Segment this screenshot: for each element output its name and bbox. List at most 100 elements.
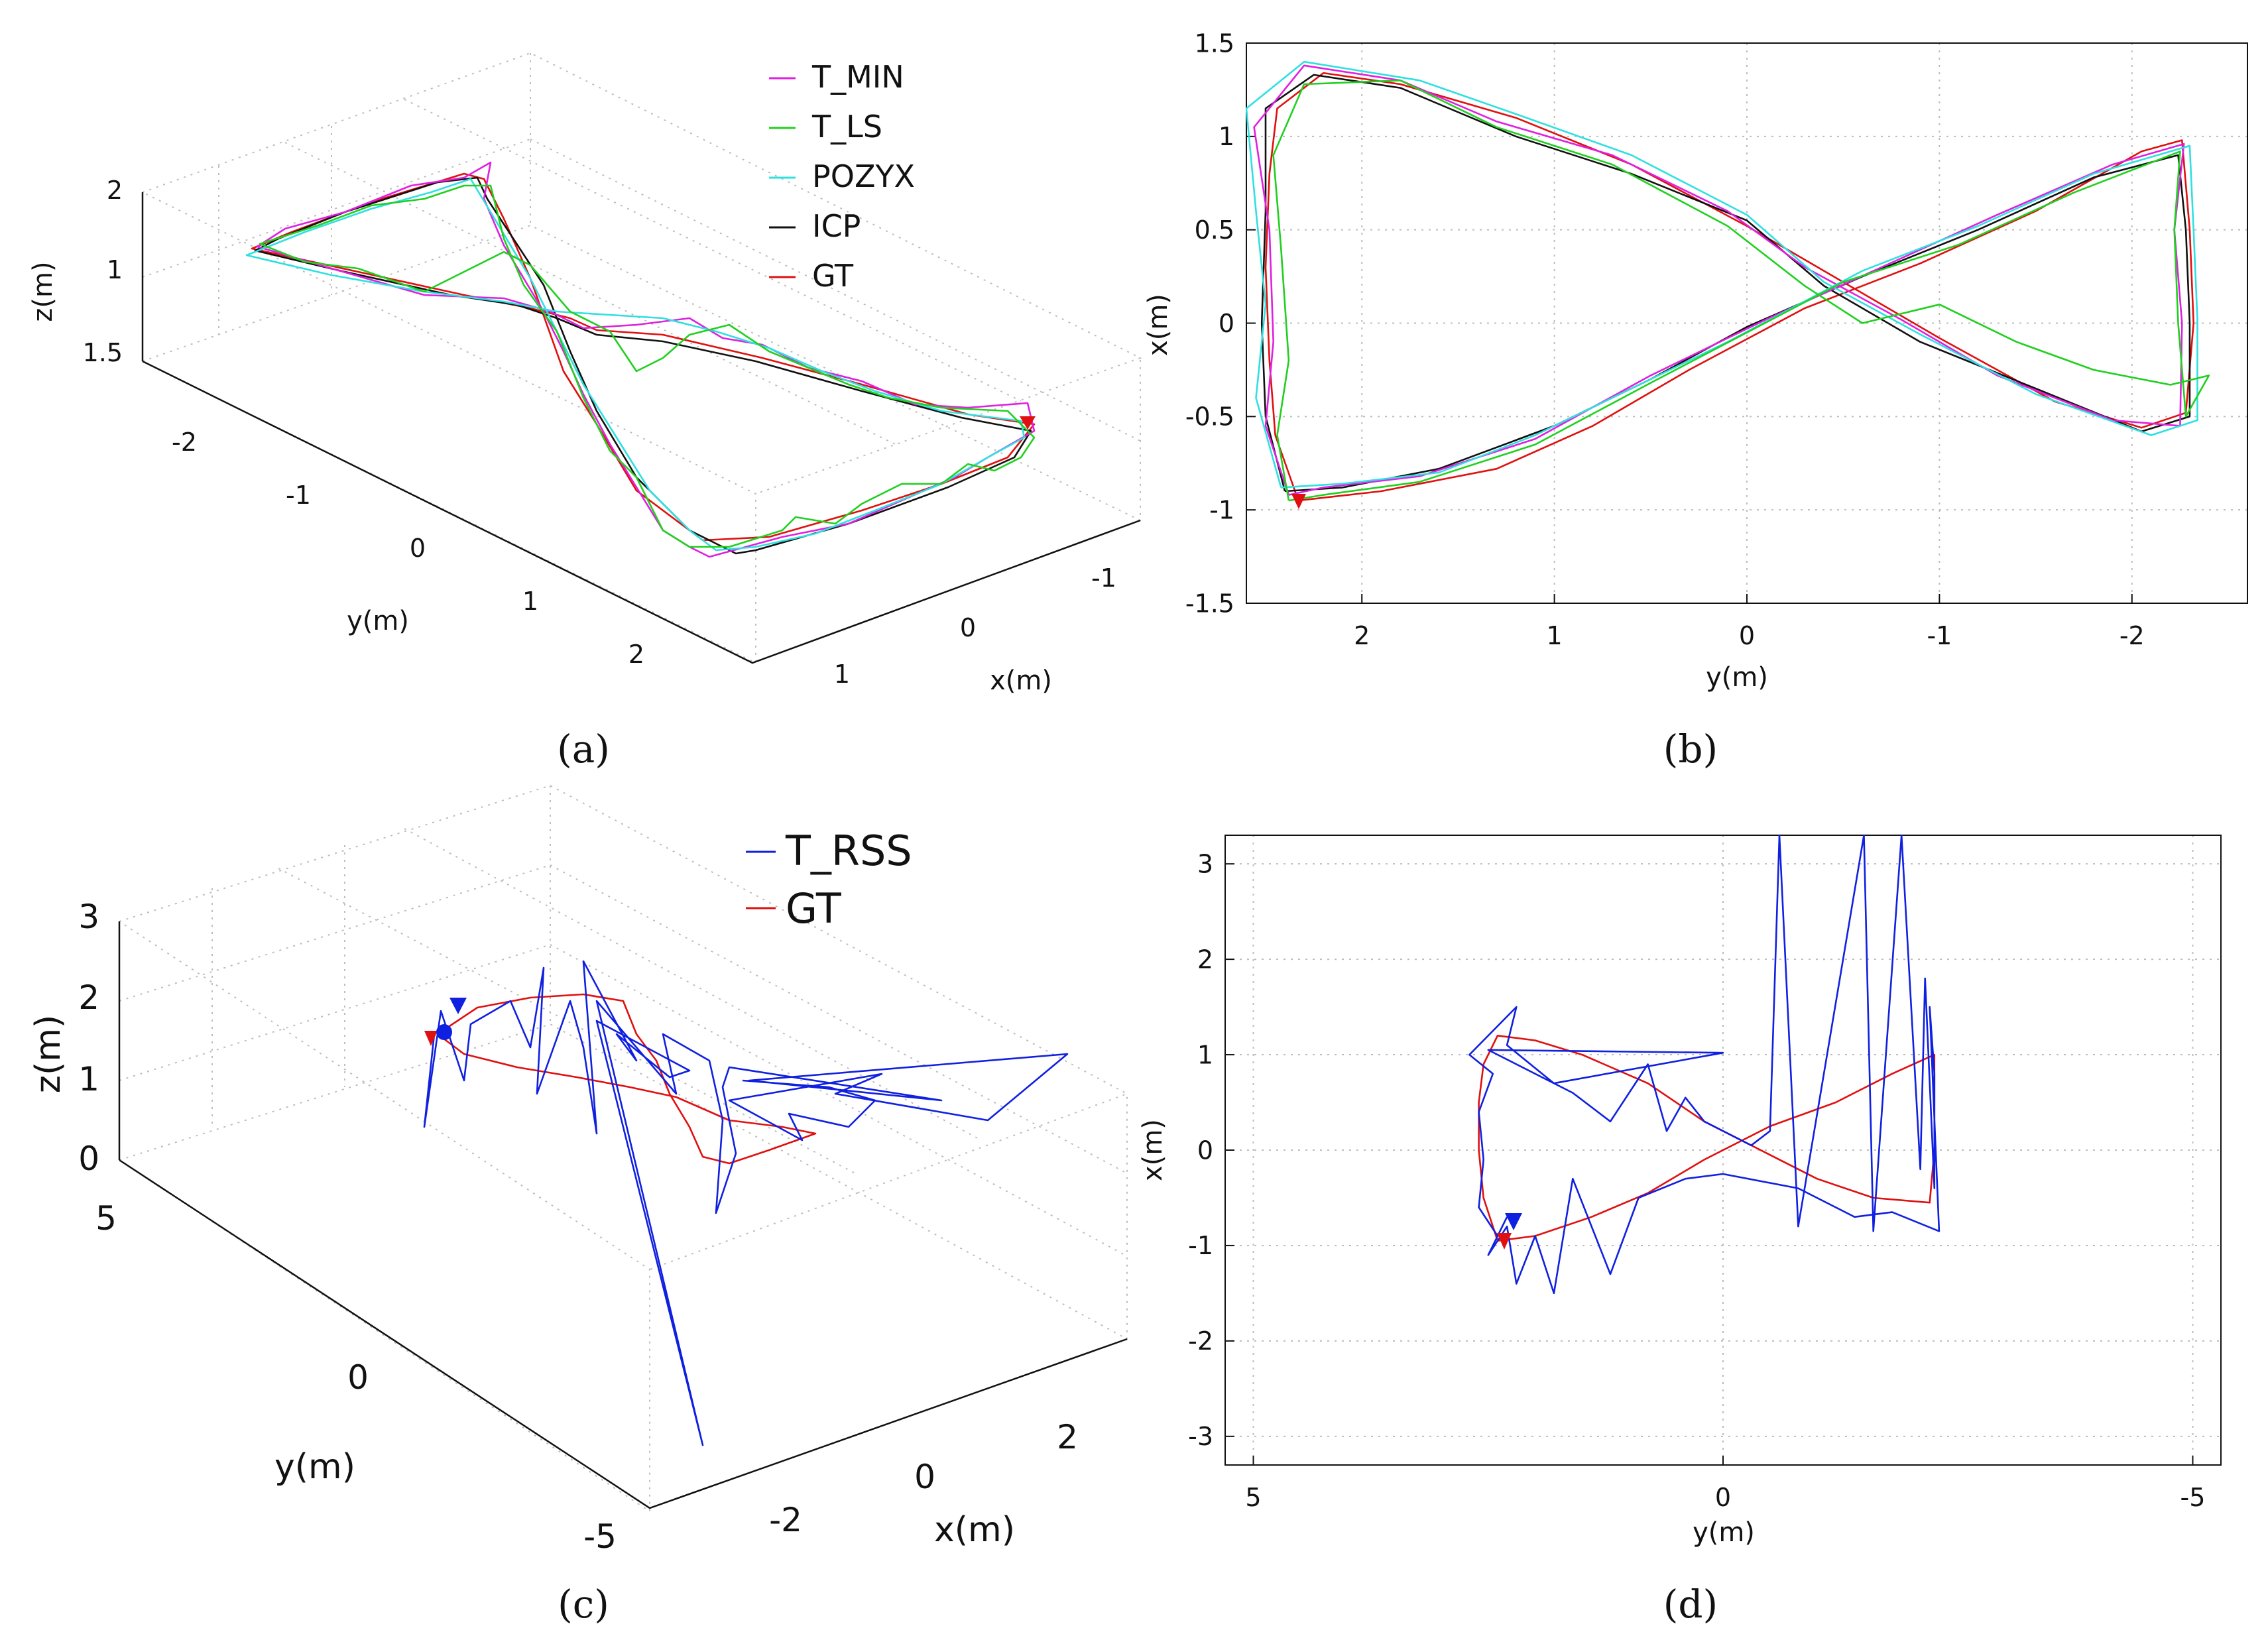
panel-a-x-tick: 0 xyxy=(960,613,976,642)
panel-c-legend: T_RSS GT xyxy=(746,827,912,933)
panel-a-base-axes xyxy=(142,360,1141,664)
panel-c-z-tick: 3 xyxy=(78,898,99,936)
panel-d-y-tick: -2 xyxy=(1188,1326,1213,1356)
panel-d-ticks: 5 0 -5 3 2 1 0 -1 -2 -3 xyxy=(1188,849,2205,1512)
legend-label-icp: ICP xyxy=(812,208,861,244)
panel-c-y-tick: -5 xyxy=(583,1517,617,1556)
panel-a-x-tick: -1 xyxy=(1091,563,1116,593)
panel-b-y-tick: -1 xyxy=(1209,495,1234,524)
legend-label-tls: T_LS xyxy=(811,109,882,145)
panel-a-y-tick: -1 xyxy=(286,481,311,510)
panel-a-z-tick: 1.5 xyxy=(83,338,123,367)
panel-d-start-marker-rss xyxy=(1505,1213,1522,1230)
legend-label-trss: T_RSS xyxy=(785,827,912,875)
legend-label-gt: GT xyxy=(812,258,854,294)
panel-d-y-tick: -1 xyxy=(1188,1231,1213,1260)
panel-d-y-tick: 0 xyxy=(1197,1136,1213,1165)
panel-b-y-tick: 1 xyxy=(1219,122,1234,151)
panel-c-z-label: z(m) xyxy=(29,1015,68,1094)
panel-d-x-tick: -5 xyxy=(2180,1483,2206,1512)
panel-c-x-label: x(m) xyxy=(934,1510,1015,1550)
legend-label-pozyx: POZYX xyxy=(812,158,915,194)
panel-b-label: (b) xyxy=(1663,727,1718,772)
panel-c-z-tick: 1 xyxy=(78,1060,99,1098)
panel-b-grid xyxy=(1246,42,2247,604)
panel-a-3d-plot: 2 1 1.5 z(m) -2 -1 0 1 2 y(m) 1 0 -1 x(m… xyxy=(28,52,1142,772)
panel-b-top-view-plot: 2 1 0 -1 -2 1.5 1 0.5 0 -0.5 -1 -1.5 y(m) x(m) (b) xyxy=(1143,29,2248,772)
panel-c-base-axes xyxy=(119,1159,1128,1509)
panel-a-y-tick: 0 xyxy=(410,534,426,563)
panel-d-y-tick: -3 xyxy=(1188,1422,1213,1451)
panel-d-series-gt xyxy=(1478,1035,1936,1242)
panel-a-traces xyxy=(245,161,1036,558)
panel-a-y-tick: 2 xyxy=(628,640,644,669)
panel-c-y-tick: 0 xyxy=(347,1358,369,1397)
panel-d-x-label: y(m) xyxy=(1693,1517,1755,1548)
panel-b-traces xyxy=(1245,60,2210,502)
panel-c-3d-plot: 3 2 1 0 z(m) 5 0 -5 y(m) -2 0 2 x(m) T_R… xyxy=(29,784,1129,1627)
panel-d-y-tick: 1 xyxy=(1197,1040,1213,1069)
panel-b-x-label: y(m) xyxy=(1706,662,1768,693)
panel-c-z-tick: 0 xyxy=(78,1140,99,1178)
panel-b-x-tick: 0 xyxy=(1739,621,1755,650)
panel-c-series-gt xyxy=(436,993,817,1165)
panel-d-label: (d) xyxy=(1663,1582,1718,1627)
legend-label-tmin: T_MIN xyxy=(811,59,904,95)
panel-d-y-label: x(m) xyxy=(1138,1119,1168,1181)
panel-c-grid xyxy=(119,784,1129,1513)
panel-c-traces xyxy=(423,960,1069,1446)
panel-a-y-tick: -2 xyxy=(172,428,197,457)
panel-a-z-tick: 2 xyxy=(107,176,123,205)
panel-b-y-tick: 0.5 xyxy=(1195,215,1234,245)
panel-b-series-pozyx xyxy=(1245,60,2198,489)
panel-a-x-tick: 1 xyxy=(834,660,850,689)
panel-b-series-tls xyxy=(1272,80,2210,502)
panel-a-label: (a) xyxy=(557,727,610,772)
panel-c-series-trss xyxy=(423,960,1069,1446)
panel-a-grid xyxy=(142,52,1142,664)
panel-b-y-tick: 1.5 xyxy=(1195,29,1234,58)
panel-a-x-label: x(m) xyxy=(990,666,1052,696)
panel-b-x-tick: 1 xyxy=(1547,621,1563,650)
panel-b-series-tmin xyxy=(1253,64,2185,496)
panel-c-start-marker-gt xyxy=(424,1031,438,1046)
panel-c-label: (c) xyxy=(558,1582,609,1627)
panel-d-y-tick: 3 xyxy=(1197,849,1213,878)
panel-c-x-tick: 0 xyxy=(914,1458,935,1496)
panel-a-z-label: z(m) xyxy=(28,261,58,322)
panel-a-y-label: y(m) xyxy=(347,606,409,636)
panel-d-y-tick: 2 xyxy=(1197,945,1213,974)
panel-b-series-icp xyxy=(1260,74,2191,493)
panel-c-y-tick: 5 xyxy=(95,1199,117,1238)
panel-d-series-trss xyxy=(1468,834,1940,1295)
panel-b-x-tick: -1 xyxy=(1927,621,1952,650)
panel-d-traces xyxy=(1468,834,1940,1295)
panel-b-y-tick: 0 xyxy=(1219,309,1234,338)
panel-c-x-tick: 2 xyxy=(1057,1418,1078,1456)
panel-b-x-tick: -2 xyxy=(2119,621,2145,650)
panel-d-top-view-plot: 5 0 -5 3 2 1 0 -1 -2 -3 y(m) x(m) (d) xyxy=(1138,834,2222,1627)
panel-a-legend: T_MIN T_LS POZYX ICP GT xyxy=(769,59,915,294)
panel-b-y-tick: -0.5 xyxy=(1185,402,1234,432)
panel-b-x-tick: 2 xyxy=(1354,621,1370,650)
panel-b-axes-box xyxy=(1246,42,2248,604)
panel-b-y-tick: -1.5 xyxy=(1185,589,1234,618)
panel-a-start-marker xyxy=(1020,416,1036,430)
panel-b-ticks: 2 1 0 -1 -2 1.5 1 0.5 0 -0.5 -1 -1.5 xyxy=(1185,29,2145,650)
panel-c-start-marker-rss xyxy=(449,998,467,1014)
panel-d-x-tick: 5 xyxy=(1245,1483,1261,1512)
panel-b-y-label: x(m) xyxy=(1143,294,1173,356)
panel-c-x-tick: -2 xyxy=(769,1501,802,1539)
panel-a-series-tls xyxy=(259,184,1036,548)
panel-a-z-tick: 1 xyxy=(107,255,123,284)
panel-d-start-marker-gt xyxy=(1497,1233,1512,1250)
panel-c-z-tick: 2 xyxy=(78,978,99,1017)
panel-a-series-pozyx xyxy=(245,178,1026,552)
panel-b-series-gt xyxy=(1264,72,2194,502)
panel-a-y-tick: 1 xyxy=(522,587,538,616)
panel-b-start-marker xyxy=(1291,494,1306,509)
panel-c-y-label: y(m) xyxy=(274,1447,355,1487)
panel-a-series-gt xyxy=(251,172,1036,542)
panel-c-marker-rss-dot xyxy=(436,1024,452,1040)
